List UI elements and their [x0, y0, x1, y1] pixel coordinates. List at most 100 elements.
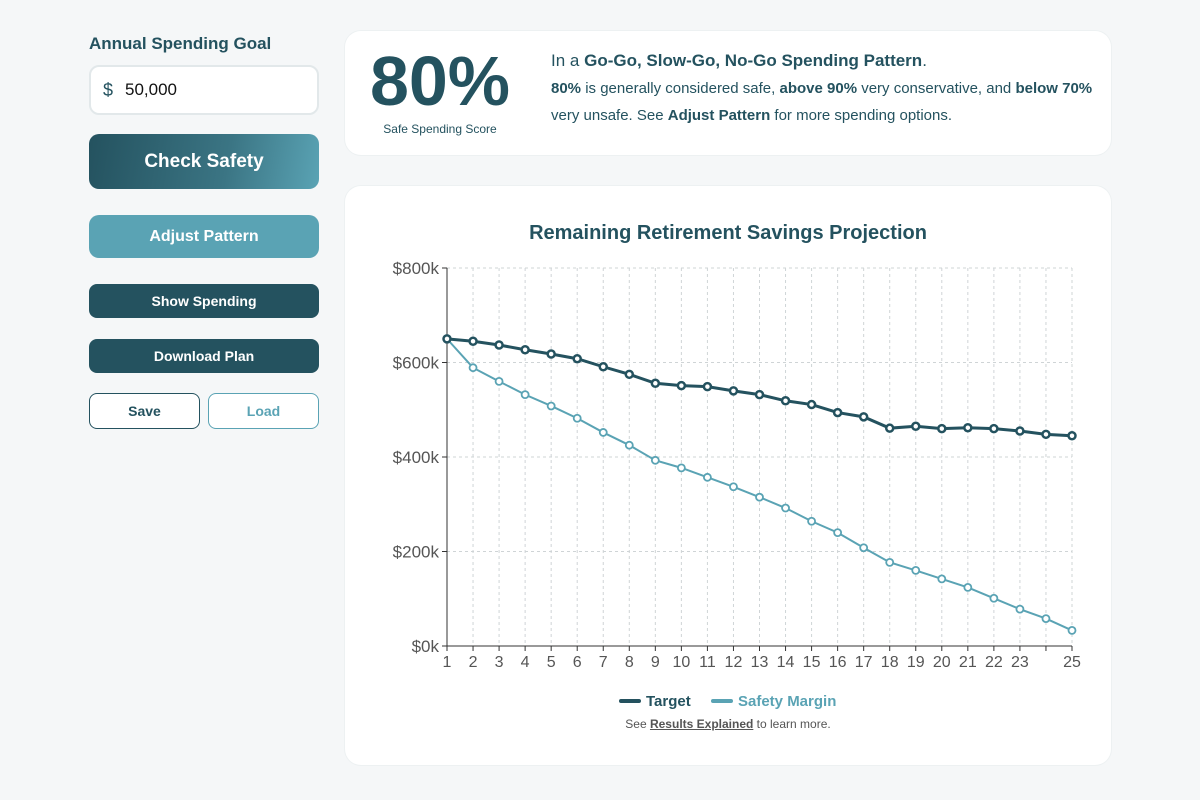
x-tick-label: 16 — [829, 654, 847, 671]
data-point-safety-margin — [598, 428, 608, 437]
x-tick-label: 18 — [881, 654, 899, 671]
data-point-target — [1067, 430, 1077, 441]
data-point-safety-margin — [494, 376, 504, 386]
x-tick-label: 14 — [777, 654, 795, 671]
data-point-safety-margin — [1015, 604, 1025, 614]
pattern-line: In a Go-Go, Slow-Go, No-Go Spending Patt… — [551, 48, 1096, 74]
save-button[interactable]: Save — [89, 393, 200, 429]
data-point-safety-margin — [1041, 614, 1051, 623]
y-tick-label: $400k — [393, 448, 440, 467]
data-point-target — [858, 412, 869, 422]
show-spending-button[interactable]: Show Spending — [89, 284, 319, 318]
x-tick-label: 15 — [803, 654, 821, 671]
savings-projection-chart: Remaining Retirement Savings Projection $… — [393, 222, 1081, 710]
data-point-target — [1041, 429, 1051, 440]
y-tick-label: $800k — [393, 259, 440, 278]
x-tick-label: 11 — [699, 654, 716, 671]
data-point-safety-margin — [989, 593, 999, 603]
x-tick-label: 17 — [855, 654, 873, 671]
legend-label-target: Target — [646, 693, 691, 710]
x-tick-label: 10 — [672, 654, 690, 671]
data-point-safety-margin — [546, 401, 556, 411]
data-point-safety-margin — [1067, 626, 1077, 635]
safety-explanation: 80% is generally considered safe, above … — [551, 75, 1096, 129]
safe-threshold: 80% — [551, 80, 582, 97]
x-tick-label: 8 — [625, 654, 634, 671]
footnote-suffix: to learn more. — [753, 717, 831, 731]
data-point-target — [442, 334, 452, 344]
x-tick-label: 13 — [751, 654, 769, 671]
data-point-target — [468, 336, 478, 346]
data-point-safety-margin — [755, 492, 764, 502]
data-point-safety-margin — [468, 363, 478, 373]
results-explained-link[interactable]: Results Explained — [649, 717, 754, 731]
data-point-safety-margin — [520, 390, 530, 400]
data-point-target — [624, 369, 635, 380]
data-point-target — [598, 362, 608, 372]
legend-label-safety-margin: Safety Margin — [738, 693, 836, 710]
load-button[interactable]: Load — [208, 393, 319, 429]
data-point-target — [520, 344, 530, 355]
data-point-safety-margin — [807, 516, 816, 526]
x-tick-label: 5 — [547, 654, 556, 671]
data-point-safety-margin — [859, 543, 869, 553]
data-point-target — [676, 380, 687, 391]
goal-field[interactable]: $ — [89, 65, 319, 115]
data-point-target — [754, 389, 765, 400]
data-point-target — [546, 349, 556, 359]
data-point-target — [832, 407, 843, 418]
x-tick-label: 4 — [521, 654, 530, 671]
y-tick-label: $200k — [393, 543, 440, 562]
explanation-text: very conservative, and — [857, 80, 1016, 97]
data-point-safety-margin — [650, 455, 660, 465]
data-point-target — [572, 353, 582, 364]
data-point-target — [650, 378, 661, 389]
x-tick-label: 21 — [959, 654, 977, 671]
adjust-pattern-button[interactable]: Adjust Pattern — [89, 215, 319, 258]
pattern-prefix: In a — [551, 51, 585, 70]
x-tick-label: 7 — [599, 654, 608, 671]
explanation-text: very unsafe. See — [551, 107, 668, 124]
chart-footnote: See Results Explained to learn more. — [345, 717, 1111, 731]
safe-spending-score: 80% — [369, 42, 511, 120]
data-point-target — [989, 423, 999, 434]
x-tick-label: 12 — [725, 654, 743, 671]
score-explanation: In a Go-Go, Slow-Go, No-Go Spending Patt… — [551, 48, 1096, 129]
data-point-safety-margin — [963, 583, 973, 592]
x-tick-label: 23 — [1011, 654, 1029, 671]
conservative-threshold: above 90% — [779, 80, 858, 97]
y-tick-label: $600k — [393, 354, 440, 373]
data-point-safety-margin — [729, 482, 738, 492]
explanation-text: is generally considered safe, — [581, 80, 780, 97]
data-point-target — [806, 399, 817, 410]
data-point-target — [963, 422, 973, 433]
save-load-row: Save Load — [89, 393, 319, 429]
goal-input[interactable] — [125, 80, 296, 100]
pattern-suffix: . — [922, 51, 927, 70]
data-point-safety-margin — [572, 413, 582, 423]
sidebar: Annual Spending Goal $ Check Safety Adju… — [89, 33, 319, 429]
pattern-name: Go-Go, Slow-Go, No-Go Spending Pattern — [584, 51, 923, 70]
data-point-safety-margin — [911, 565, 921, 575]
x-tick-label: 19 — [907, 654, 925, 671]
currency-symbol: $ — [103, 79, 114, 100]
data-point-target — [1015, 426, 1025, 436]
x-tick-label: 3 — [495, 654, 504, 671]
check-safety-button[interactable]: Check Safety — [89, 134, 319, 189]
data-point-target — [494, 340, 504, 350]
x-tick-label: 22 — [985, 654, 1003, 671]
score-caption: Safe Spending Score — [383, 122, 497, 136]
score-card: 80% Safe Spending Score In a Go-Go, Slow… — [345, 31, 1111, 155]
data-point-target — [911, 421, 921, 432]
goal-label: Annual Spending Goal — [89, 34, 272, 53]
data-point-safety-margin — [833, 528, 843, 538]
x-tick-label: 1 — [443, 654, 452, 671]
data-point-safety-margin — [624, 440, 634, 450]
data-point-safety-margin — [885, 557, 895, 567]
chart-card: Remaining Retirement Savings Projection $… — [345, 186, 1111, 765]
footnote-prefix: See — [625, 717, 650, 731]
data-point-target — [937, 423, 947, 434]
download-plan-button[interactable]: Download Plan — [89, 339, 319, 373]
explanation-text: for more spending options. — [770, 107, 953, 124]
data-point-target — [702, 381, 713, 392]
